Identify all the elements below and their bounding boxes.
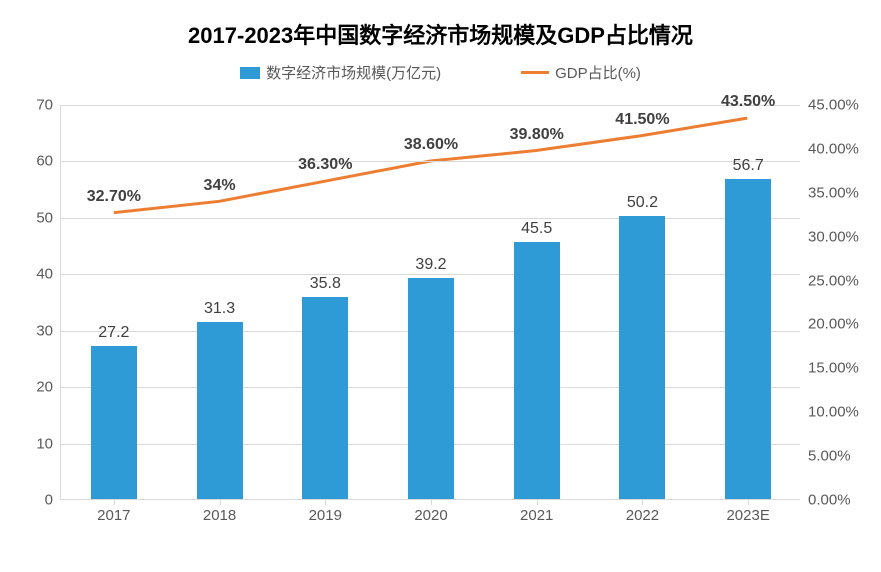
legend-swatch-bar-icon xyxy=(240,67,260,79)
bar: 39.2 xyxy=(408,278,454,499)
y-right-tick-label: 25.00% xyxy=(800,272,859,289)
y-right-tick-label: 10.00% xyxy=(800,404,859,421)
x-tick-label: 2020 xyxy=(414,499,447,524)
line-value-label: 36.30% xyxy=(298,156,352,174)
x-tick-label: 2023E xyxy=(726,499,769,524)
legend-label-bars: 数字经济市场规模(万亿元) xyxy=(266,62,441,83)
chart-container: 2017-2023年中国数字经济市场规模及GDP占比情况 数字经济市场规模(万亿… xyxy=(0,0,881,572)
bar: 45.5 xyxy=(514,242,560,499)
x-tick-label: 2017 xyxy=(97,499,130,524)
y-left-tick-label: 50 xyxy=(36,209,61,226)
legend: 数字经济市场规模(万亿元) GDP占比(%) xyxy=(0,62,881,83)
bar: 27.2 xyxy=(91,346,137,499)
bar-value-label: 27.2 xyxy=(98,324,129,346)
bar: 35.8 xyxy=(302,297,348,499)
line-value-label: 39.80% xyxy=(510,125,564,143)
gridline xyxy=(61,218,800,219)
line-value-label: 43.50% xyxy=(721,93,775,111)
line-value-label: 32.70% xyxy=(87,188,141,206)
line-value-label: 38.60% xyxy=(404,136,458,154)
y-right-tick-label: 20.00% xyxy=(800,316,859,333)
x-tick-label: 2018 xyxy=(203,499,236,524)
bar-value-label: 50.2 xyxy=(627,194,658,216)
legend-label-line: GDP占比(%) xyxy=(555,62,641,83)
bar: 31.3 xyxy=(197,322,243,499)
bar-value-label: 35.8 xyxy=(310,275,341,297)
line-value-label: 34% xyxy=(204,176,236,194)
y-left-tick-label: 40 xyxy=(36,266,61,283)
gridline xyxy=(61,161,800,162)
bar: 56.7 xyxy=(725,179,771,499)
line-value-label: 41.50% xyxy=(615,111,669,129)
y-right-tick-label: 15.00% xyxy=(800,360,859,377)
bar-value-label: 45.5 xyxy=(521,220,552,242)
x-tick-label: 2019 xyxy=(309,499,342,524)
y-right-tick-label: 0.00% xyxy=(800,492,851,509)
y-left-tick-label: 60 xyxy=(36,153,61,170)
legend-item-bars: 数字经济市场规模(万亿元) xyxy=(240,62,441,83)
y-right-tick-label: 5.00% xyxy=(800,448,851,465)
x-tick-label: 2022 xyxy=(626,499,659,524)
bar-value-label: 56.7 xyxy=(733,157,764,179)
y-right-tick-label: 30.00% xyxy=(800,228,859,245)
x-tick-label: 2021 xyxy=(520,499,553,524)
legend-item-line: GDP占比(%) xyxy=(521,62,641,83)
gridline xyxy=(61,105,800,106)
y-right-tick-label: 45.00% xyxy=(800,97,859,114)
bar-value-label: 31.3 xyxy=(204,300,235,322)
y-right-tick-label: 35.00% xyxy=(800,184,859,201)
y-left-tick-label: 70 xyxy=(36,97,61,114)
bar: 50.2 xyxy=(619,216,665,499)
bar-value-label: 39.2 xyxy=(415,256,446,278)
legend-swatch-line-icon xyxy=(521,71,549,74)
y-left-tick-label: 30 xyxy=(36,322,61,339)
plot-area: 0102030405060700.00%5.00%10.00%15.00%20.… xyxy=(60,105,800,500)
y-left-tick-label: 0 xyxy=(45,492,61,509)
y-left-tick-label: 10 xyxy=(36,435,61,452)
y-right-tick-label: 40.00% xyxy=(800,140,859,157)
chart-title: 2017-2023年中国数字经济市场规模及GDP占比情况 xyxy=(0,18,881,50)
y-left-tick-label: 20 xyxy=(36,379,61,396)
